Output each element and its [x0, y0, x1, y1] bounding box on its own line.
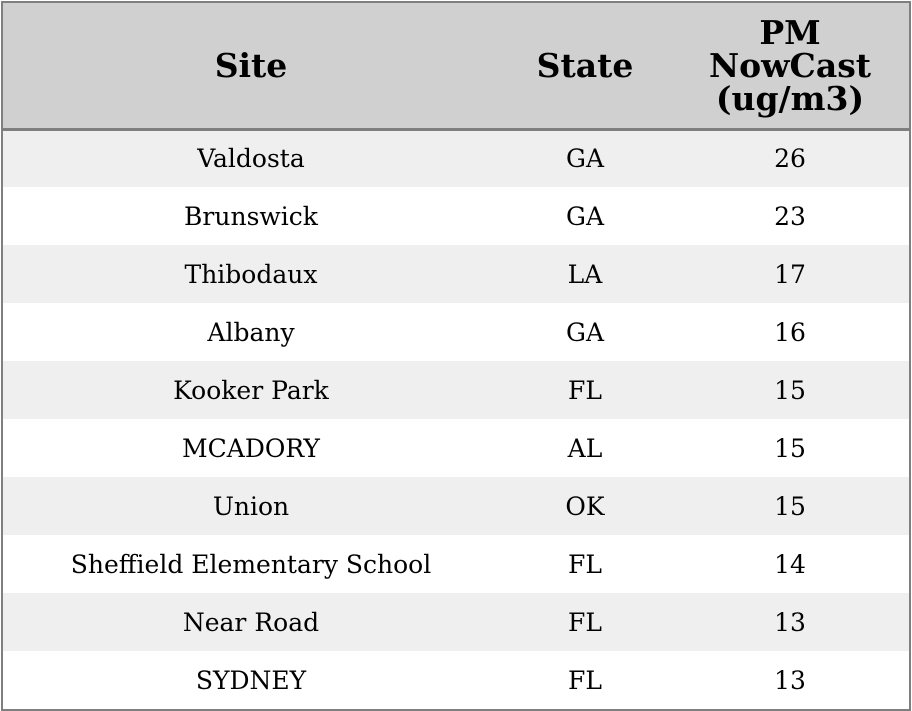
cell-site: SYDNEY: [195, 665, 307, 695]
table-row: Sheffield Elementary School FL 14: [3, 535, 909, 593]
table-row: Brunswick GA 23: [3, 187, 909, 245]
cell-pm-value: 15: [774, 433, 806, 463]
cell-site: Thibodaux: [184, 259, 318, 289]
cell-state: GA: [565, 144, 605, 174]
column-header-pm-line-1: PM: [759, 12, 821, 52]
cell-site: Albany: [207, 317, 295, 347]
cell-pm-value: 14: [774, 549, 806, 579]
column-header-pm-line-2: NowCast: [708, 45, 872, 85]
cell-state: FL: [568, 665, 602, 695]
table-row: Valdosta GA 26: [3, 129, 909, 187]
table-row: Union OK 15: [3, 477, 909, 535]
column-header-state: State: [499, 3, 671, 131]
cell-pm-value: 26: [774, 144, 806, 174]
cell-state: LA: [567, 259, 603, 289]
cell-site: Union: [212, 491, 290, 521]
table-row: SYDNEY FL 13: [3, 651, 909, 709]
table-row: Near Road FL 13: [3, 593, 909, 651]
cell-site: Valdosta: [197, 144, 305, 174]
cell-pm-value: 13: [774, 665, 806, 695]
cell-pm-value: 15: [774, 491, 806, 521]
cell-site: MCADORY: [182, 433, 320, 463]
cell-pm-value: 13: [774, 607, 806, 637]
table-row: Kooker Park FL 15: [3, 361, 909, 419]
column-header-site: Site: [3, 3, 499, 131]
cell-site: Near Road: [182, 607, 320, 637]
cell-pm-value: 17: [774, 259, 806, 289]
cell-state: GA: [565, 201, 605, 231]
table-body: Valdosta GA 26 Brunswick GA 23 Thibodaux…: [3, 129, 909, 709]
data-table: Site State PM NowCast (ug/m3) Valdosta G…: [3, 3, 909, 709]
table-row: Albany GA 16: [3, 303, 909, 361]
cell-site: Sheffield Elementary School: [70, 549, 432, 579]
cell-site: Brunswick: [184, 201, 318, 231]
cell-state: GA: [565, 317, 605, 347]
cell-pm-value: 15: [774, 375, 806, 405]
table-row: Thibodaux LA 17: [3, 245, 909, 303]
cell-pm-value: 23: [774, 201, 806, 231]
cell-state: FL: [568, 607, 602, 637]
cell-state: AL: [567, 433, 603, 463]
cell-site: Kooker Park: [173, 375, 329, 405]
column-header-pm-nowcast: PM NowCast (ug/m3): [671, 3, 909, 131]
cell-state: OK: [565, 491, 605, 521]
column-header-pm-line-3: (ug/m3): [715, 78, 865, 118]
cell-pm-value: 16: [774, 317, 806, 347]
cell-state: FL: [568, 375, 602, 405]
table-row: MCADORY AL 15: [3, 419, 909, 477]
cell-state: FL: [568, 549, 602, 579]
table-header-row: Site State PM NowCast (ug/m3): [3, 3, 909, 131]
